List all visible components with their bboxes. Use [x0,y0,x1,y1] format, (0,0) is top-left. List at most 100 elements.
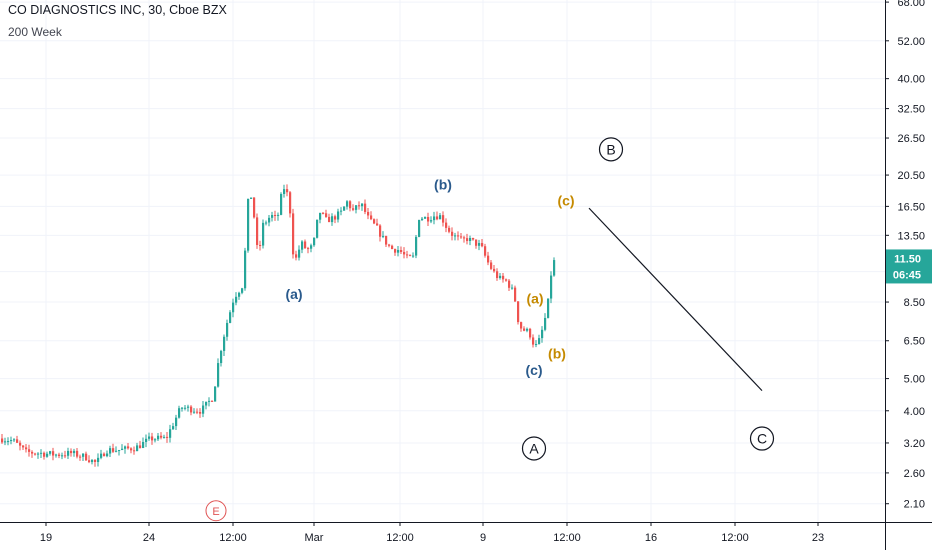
candle-body [25,447,28,450]
candle-body [22,445,25,448]
candle-body [358,205,361,207]
candle-body [259,245,262,247]
candle-body [433,216,436,221]
candle-body [235,296,238,303]
candle-body [262,222,265,246]
candle-body [457,235,460,237]
candle-body [187,406,190,408]
candle-body [490,262,493,269]
candle-body [538,338,541,345]
candle-body [277,214,280,216]
candle-body [484,246,487,256]
x-tick-label: 9 [480,532,486,544]
candle-body [400,250,403,252]
candle-body [241,288,244,293]
wave-label: (b) [548,345,566,361]
candle-body [88,460,91,463]
candle-body [550,275,553,299]
candle-body [10,440,13,442]
candle-body [319,212,322,220]
last-price-tag [886,249,932,284]
indicator-label[interactable]: 200 Week [8,25,62,39]
candle-body [379,225,382,237]
y-tick-label: 20.50 [897,170,925,182]
candle-body [109,448,112,454]
candle-body [427,216,430,222]
candle-body [472,237,475,240]
candle-body [532,337,535,345]
candle-body [313,237,316,246]
candle-body [61,455,64,457]
wave-projection-line [588,207,763,392]
candle-body [523,328,526,331]
circled-wave-label: B [606,141,615,157]
candle-body [124,446,127,449]
candle-body [493,268,496,272]
wave-label: (b) [434,177,452,193]
candle-body [337,211,340,220]
y-tick-label: 40.00 [897,74,925,86]
candle-body [208,400,211,402]
time-axis [0,522,932,550]
candle-body [247,198,250,251]
candle-body [253,197,256,218]
earnings-marker-label: E [212,506,219,518]
candle-body [151,436,154,441]
candle-body [202,405,205,414]
candle-body [40,452,43,454]
candle-body [364,203,367,212]
candle-body [148,436,151,439]
candle-body [79,456,82,458]
candle-body [250,197,253,199]
symbol-title[interactable]: CO DIAGNOSTICS INC, 30, Cboe BZX [8,3,227,17]
candle-body [130,448,133,451]
candle-body [469,237,472,242]
candle-body [511,287,514,289]
candle-body [454,235,457,237]
candle-body [502,275,505,280]
candle-body [544,317,547,330]
y-tick-label: 2.10 [904,499,925,511]
candle-body [442,215,445,223]
candle-body [199,411,202,414]
candle-body [397,250,400,253]
candle-body [460,236,463,238]
candle-body [424,216,427,219]
candle-body [139,445,142,448]
candle-body [328,216,331,223]
y-tick-label: 26.50 [897,133,925,145]
circled-wave-marker [749,426,775,451]
candle-body [388,244,391,246]
candle-body [169,429,172,438]
candle-body [346,201,349,207]
candle-body [415,236,418,256]
last-price-label: 11.50 [894,253,921,265]
y-tick-label: 68.00 [897,0,925,9]
candle-body [121,448,124,450]
wave-label: (a) [526,291,543,307]
candle-body [163,436,166,438]
candle-body [496,271,499,279]
candle-body [82,453,85,457]
candle-body [355,205,358,210]
candle-body [316,219,319,238]
y-tick-label: 3.20 [904,438,925,450]
candle-body [436,216,439,220]
x-tick-label: 24 [143,532,155,544]
candle-body [67,450,70,456]
candle-body [322,212,325,214]
candle-body [283,189,286,195]
circled-wave-label: A [529,440,539,456]
candle-body [520,322,523,329]
candle-body [229,312,232,323]
candle-body [133,450,136,452]
candle-body [73,450,76,454]
candle-body [553,260,556,276]
candle-body [508,280,511,288]
candle-body [451,231,454,236]
candle-body [382,235,385,237]
candle-body [418,220,421,237]
candle-body [157,435,160,440]
